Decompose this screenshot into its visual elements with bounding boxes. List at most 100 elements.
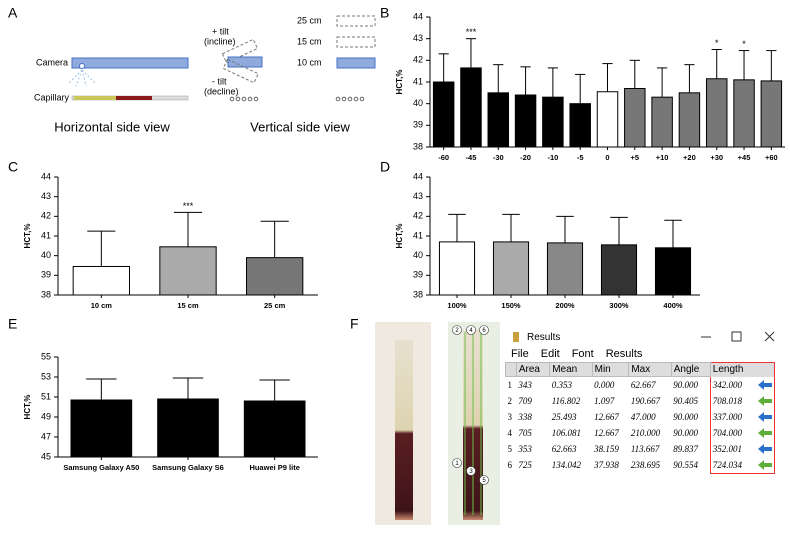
arrow (758, 396, 772, 406)
marker-label: 6 (482, 328, 486, 334)
cell: 90.000 (673, 428, 699, 438)
cell: 352.001 (709, 441, 776, 457)
y-tick-label: 43 (41, 191, 51, 201)
cell: 90.554 (673, 460, 699, 471)
x-tick-label: -20 (520, 153, 531, 162)
y-tick-label: 43 (413, 191, 423, 201)
markers: 2 4 6 1 3 5 (452, 325, 489, 485)
header-cell: Length (709, 362, 776, 377)
diagram: Camera Capillary Horizontal side view + … (34, 15, 376, 134)
cell: 6 (507, 460, 513, 471)
menu-item[interactable]: Results (605, 348, 643, 360)
cell: 113.667 (630, 444, 660, 454)
x-tick-label: -30 (493, 153, 504, 162)
x-tick-label: 0 (605, 153, 609, 162)
x-tick-label: +45 (738, 153, 751, 162)
bar (487, 92, 510, 148)
arrow-icon (758, 460, 772, 470)
bar (159, 246, 217, 296)
label: Capillary (34, 92, 70, 102)
label: (decline) (204, 86, 239, 96)
plasma (74, 96, 116, 100)
tilt-up (221, 38, 259, 64)
bar (243, 400, 306, 458)
y-tick-label: 42 (413, 211, 423, 221)
cell: 1.097 (594, 396, 615, 406)
x-tick-label: +30 (710, 153, 723, 162)
significance: *** (466, 27, 477, 37)
cell: 704.000 (709, 425, 776, 441)
marker (452, 325, 462, 335)
bar (157, 398, 219, 458)
marker (466, 466, 476, 476)
y-tick-label: 51 (41, 391, 51, 401)
significance: *** (183, 201, 194, 211)
cell: 709 (518, 396, 532, 406)
label: + tilt (212, 26, 229, 36)
cell: 238.695 (630, 460, 661, 471)
marker (479, 475, 489, 485)
menu-item[interactable]: File (511, 348, 529, 360)
y-tick-label: 49 (41, 411, 51, 421)
window-controls[interactable] (695, 330, 785, 344)
cell: 25.493 (551, 412, 577, 422)
cell: 337.000 (709, 409, 776, 425)
y-tick-label: 40 (41, 250, 51, 260)
cell: 116.802 (551, 396, 581, 406)
title-bar: Results (505, 328, 788, 346)
menu-item[interactable]: Font (571, 348, 594, 360)
y-axis-label: HCT,% (23, 395, 32, 420)
arrow (758, 428, 772, 438)
x-tick-label: 100% (447, 301, 467, 310)
bar (514, 94, 537, 148)
header-cell: Area (515, 362, 551, 377)
cell: 90.000 (673, 412, 699, 422)
header-cell: Min (591, 362, 630, 377)
y-tick-label: 38 (41, 289, 51, 299)
x-tick-label: Huawei P9 lite (249, 463, 299, 472)
marker (466, 325, 476, 335)
cell: 2 (507, 396, 513, 406)
y-tick-label: 39 (41, 270, 51, 280)
bar (569, 103, 591, 148)
menu-item[interactable]: Edit (540, 348, 560, 360)
cell: 62.663 (551, 444, 577, 454)
arrow-icon (758, 428, 772, 438)
menu-bar: File Edit Font Results (505, 346, 788, 362)
rays (67, 69, 97, 87)
cell: 37.938 (594, 460, 619, 471)
arrow (758, 444, 772, 454)
cell: 343 (518, 380, 532, 390)
bar (460, 67, 482, 148)
arrow (758, 412, 772, 422)
cell: 338 (518, 412, 532, 422)
results-table: Area Mean Min Max Angle Length 1 343 0.353 0.000 6… (505, 362, 776, 474)
bar (438, 241, 476, 296)
y-tick-label: 41 (413, 76, 423, 86)
x-tick-label: 15 cm (177, 301, 199, 310)
bar (596, 91, 619, 148)
camera-pos (336, 36, 376, 48)
label: - tilt (212, 76, 227, 86)
significance: * (742, 39, 746, 49)
y-axis-label: HCT,% (23, 224, 32, 249)
panel-label: F (350, 316, 359, 332)
header-cell: Angle (670, 362, 711, 377)
y-axis-label: HCT,% (395, 70, 404, 95)
chart: 38 39 40 41 42 43 44 HCT,% 100% 150% 200% 300% 400% (395, 171, 700, 310)
y-tick-label: 55 (41, 351, 51, 361)
label: 25 cm (297, 15, 322, 25)
cell: 705 (518, 428, 532, 438)
row: 5 353 62.663 38.159 113.667 89.837 352.001 (506, 441, 776, 457)
row: 1 343 0.353 0.000 62.667 90.000 342.000 (506, 376, 776, 393)
x-tick-label: +10 (656, 153, 669, 162)
cell: 724.034 (709, 457, 776, 474)
x-tick-label: -60 (438, 153, 449, 162)
header-cell (505, 362, 517, 377)
panel-label: D (380, 159, 390, 175)
row: 2 709 116.802 1.097 190.667 90.405 708.018 (506, 393, 776, 409)
y-tick-label: 38 (413, 289, 423, 299)
bar (760, 80, 783, 148)
y-tick-label: 42 (41, 211, 51, 221)
cell: 353 (518, 444, 532, 454)
